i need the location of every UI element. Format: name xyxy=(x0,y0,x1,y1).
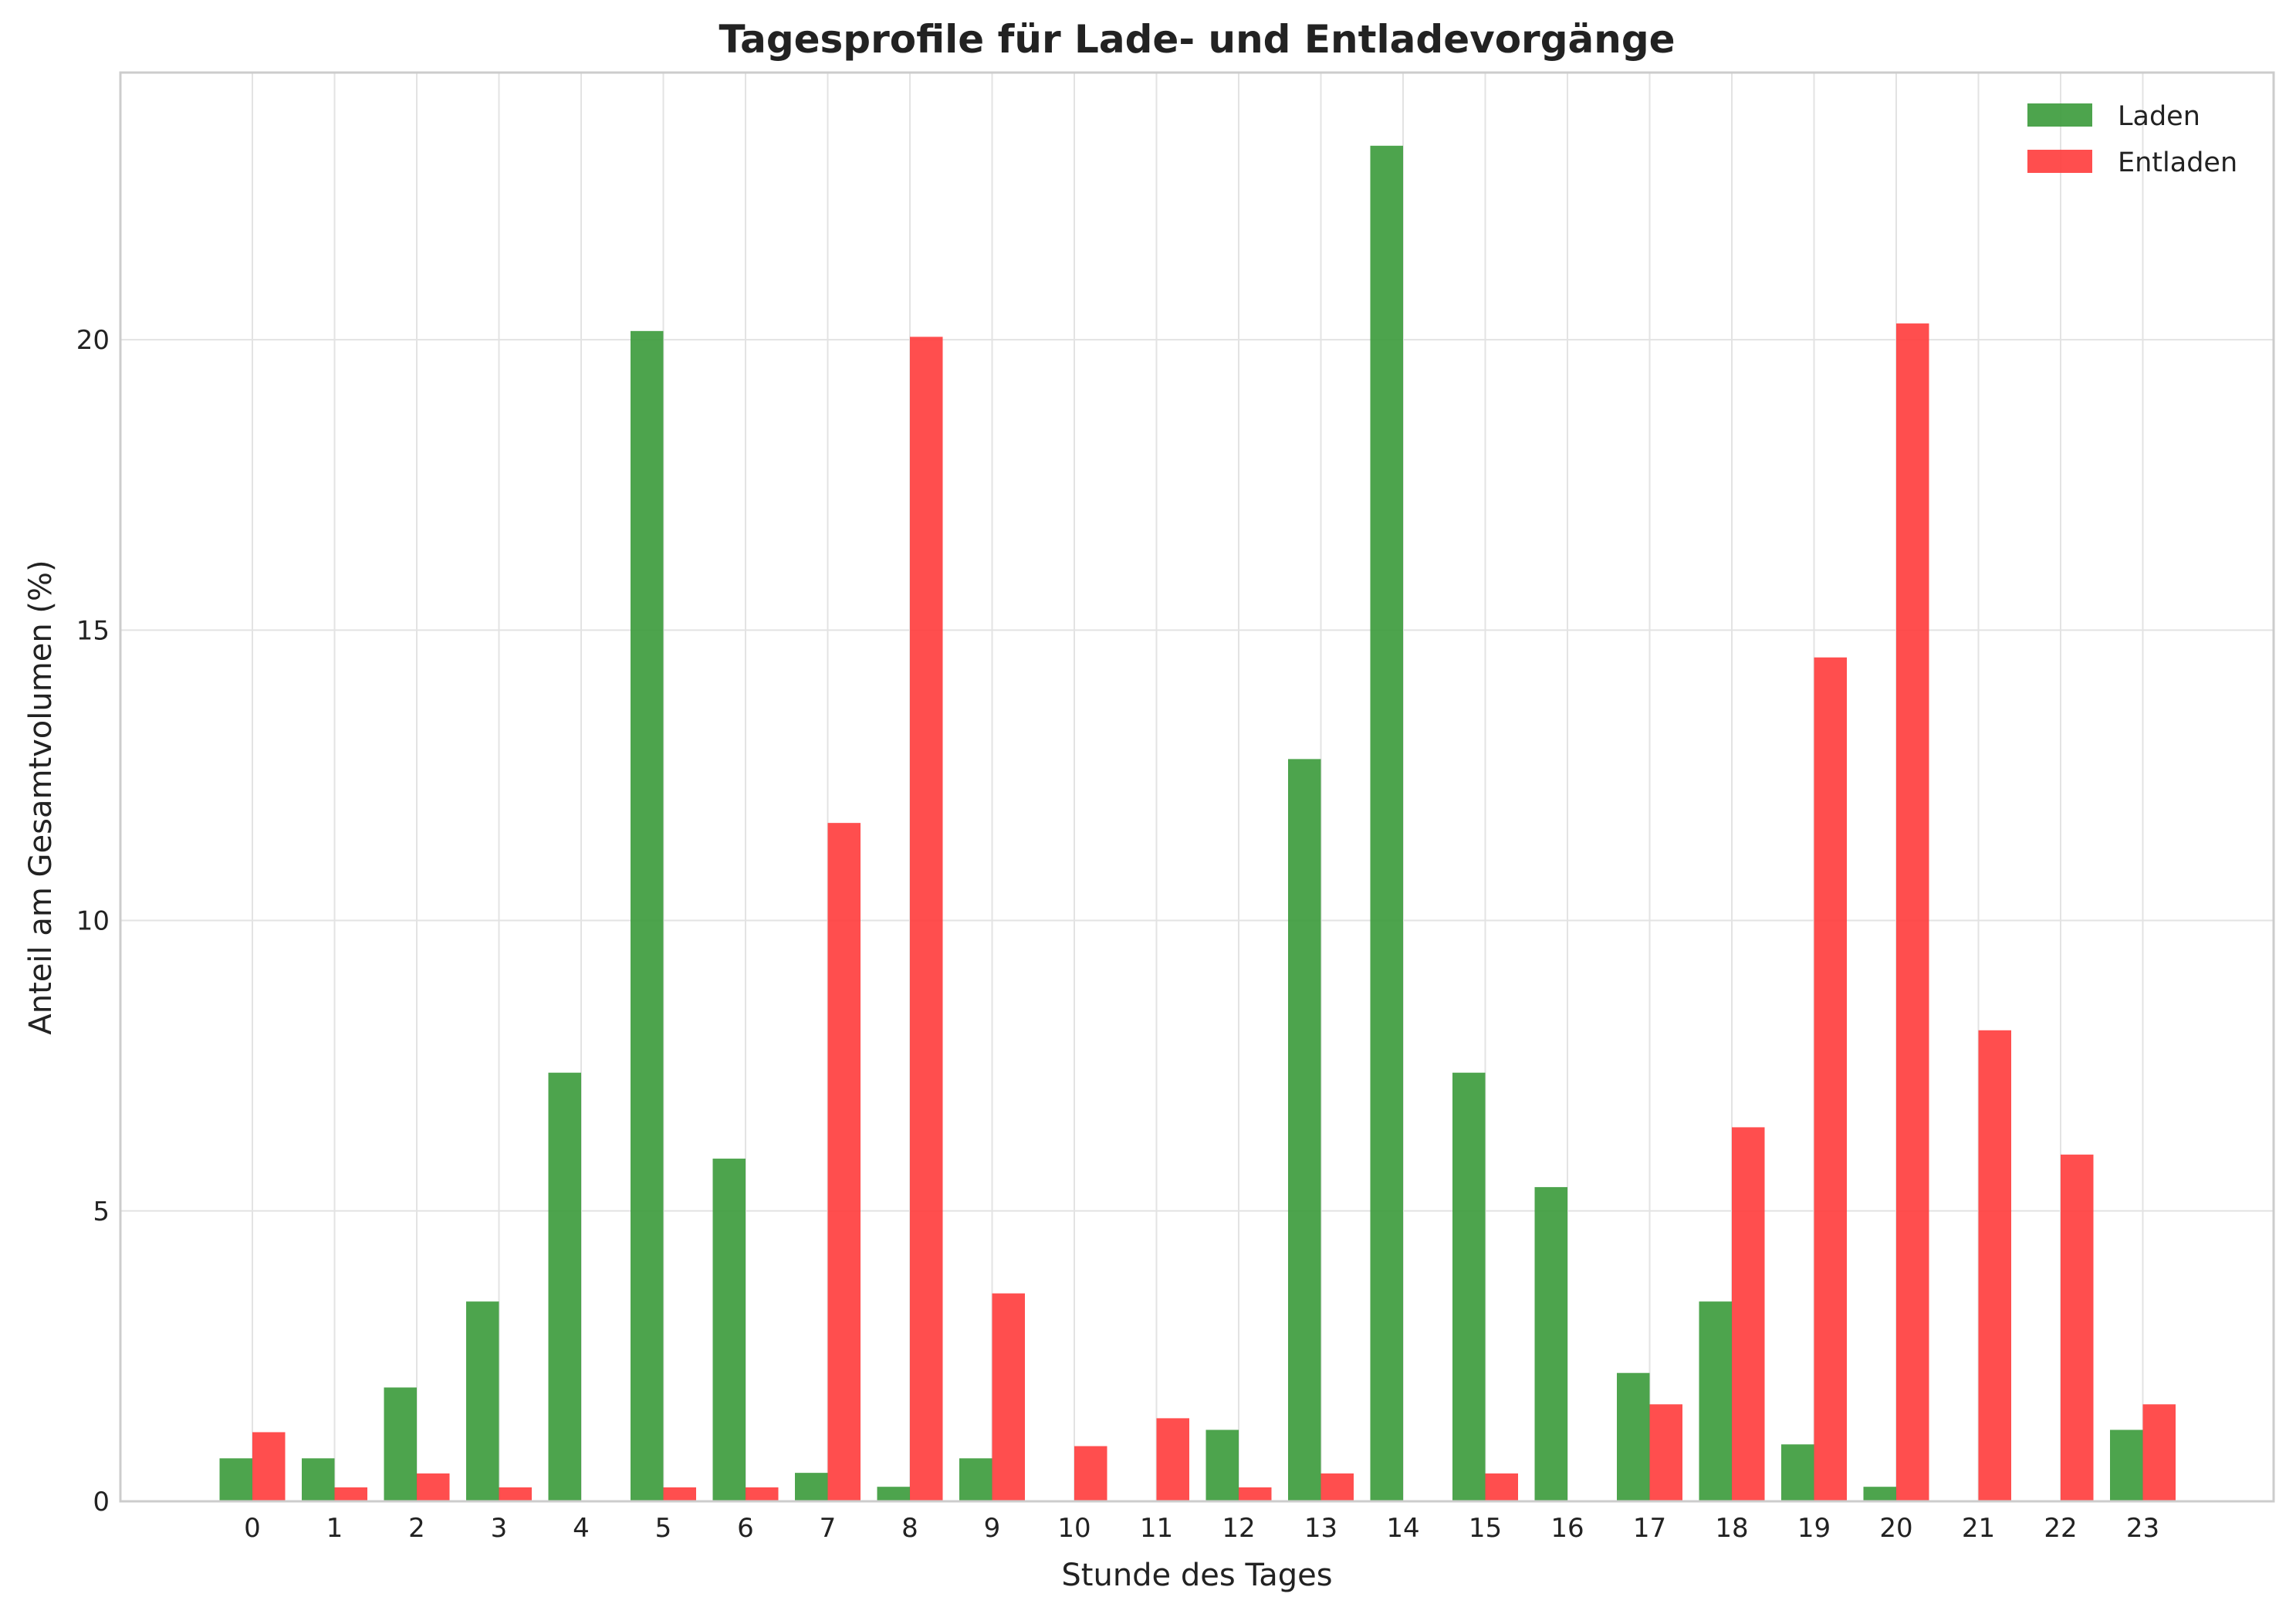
bar-laden-18 xyxy=(1699,1301,1732,1501)
x-tick-label: 2 xyxy=(408,1513,425,1544)
plot-frame xyxy=(119,71,2275,1503)
bar-laden-2 xyxy=(384,1387,417,1501)
x-tick-label: 22 xyxy=(2044,1513,2077,1544)
y-tick-label: 0 xyxy=(93,1487,110,1518)
bar-laden-5 xyxy=(631,330,664,1502)
bar-entladen-12 xyxy=(1239,1487,1272,1501)
bar-entladen-9 xyxy=(992,1293,1025,1501)
x-tick-label: 1 xyxy=(326,1513,343,1544)
x-tick-label: 14 xyxy=(1386,1513,1419,1544)
bars xyxy=(219,145,2176,1502)
chart-title: Tagesprofile für Lade- und Entladevorgän… xyxy=(719,17,1675,62)
bar-laden-3 xyxy=(466,1301,499,1501)
x-tick-label: 19 xyxy=(1797,1513,1831,1544)
bar-laden-0 xyxy=(219,1458,252,1501)
legend-swatch-entladen xyxy=(2027,150,2092,173)
legend: Laden Entladen xyxy=(2027,101,2237,178)
bar-laden-4 xyxy=(548,1072,581,1501)
y-axis-label: Anteil am Gesamtvolumen (%) xyxy=(23,560,59,1034)
x-tick-label: 8 xyxy=(901,1513,918,1544)
bar-laden-7 xyxy=(795,1473,828,1501)
x-tick-label: 9 xyxy=(984,1513,1001,1544)
bar-entladen-20 xyxy=(1896,323,1929,1501)
x-tick-label: 4 xyxy=(573,1513,590,1544)
bar-entladen-6 xyxy=(746,1487,779,1501)
x-tick-label: 6 xyxy=(737,1513,754,1544)
bar-laden-19 xyxy=(1781,1444,1814,1501)
bar-entladen-5 xyxy=(663,1487,696,1501)
x-tick-label: 11 xyxy=(1140,1513,1173,1544)
bar-entladen-7 xyxy=(827,823,861,1501)
bar-laden-17 xyxy=(1617,1372,1650,1501)
x-tick-labels: 0 1 2 3 4 5 6 7 8 9 10 11 12 13 14 15 16 17 18 19 20 21 22 23 xyxy=(244,1513,2159,1544)
bar-laden-9 xyxy=(959,1458,992,1501)
x-tick-label: 15 xyxy=(1469,1513,1502,1544)
x-tick-label: 10 xyxy=(1057,1513,1091,1544)
x-tick-label: 12 xyxy=(1222,1513,1255,1544)
bar-laden-8 xyxy=(877,1487,910,1501)
x-axis-label: Stunde des Tages xyxy=(1061,1558,1332,1593)
x-tick-label: 23 xyxy=(2126,1513,2159,1544)
bar-entladen-21 xyxy=(1978,1030,2011,1501)
bar-laden-14 xyxy=(1370,145,1403,1501)
x-tick-label: 17 xyxy=(1633,1513,1666,1544)
bar-laden-12 xyxy=(1205,1430,1239,1501)
bar-entladen-18 xyxy=(1732,1127,1765,1501)
y-tick-label: 20 xyxy=(76,325,110,356)
x-tick-label: 3 xyxy=(491,1513,508,1544)
bar-entladen-15 xyxy=(1485,1473,1518,1501)
bar-entladen-10 xyxy=(1074,1446,1107,1501)
x-tick-label: 0 xyxy=(244,1513,261,1544)
bar-entladen-13 xyxy=(1320,1473,1354,1501)
x-tick-label: 13 xyxy=(1304,1513,1337,1544)
bar-laden-16 xyxy=(1534,1186,1567,1501)
bar-laden-1 xyxy=(302,1458,335,1501)
bar-laden-20 xyxy=(1863,1487,1896,1501)
y-tick-label: 10 xyxy=(76,906,110,937)
bar-entladen-19 xyxy=(1814,657,1847,1502)
x-tick-label: 16 xyxy=(1550,1513,1584,1544)
bar-entladen-2 xyxy=(417,1473,450,1501)
legend-label-laden: Laden xyxy=(2118,101,2200,132)
bar-laden-23 xyxy=(2110,1430,2143,1501)
bar-entladen-3 xyxy=(499,1487,532,1501)
y-tick-label: 15 xyxy=(76,615,110,646)
bar-laden-13 xyxy=(1288,759,1321,1501)
x-tick-label: 7 xyxy=(820,1513,837,1544)
x-tick-label: 20 xyxy=(1879,1513,1912,1544)
bar-entladen-8 xyxy=(910,337,943,1501)
legend-swatch-laden xyxy=(2027,103,2092,127)
bar-laden-6 xyxy=(712,1159,746,1501)
x-tick-label: 21 xyxy=(1962,1513,1995,1544)
bar-entladen-22 xyxy=(2061,1154,2094,1501)
bar-entladen-17 xyxy=(1649,1404,1682,1501)
x-tick-label: 18 xyxy=(1715,1513,1748,1544)
legend-label-entladen: Entladen xyxy=(2118,147,2237,178)
bar-laden-15 xyxy=(1452,1072,1486,1501)
bar-entladen-0 xyxy=(252,1432,286,1501)
x-tick-label: 5 xyxy=(655,1513,672,1544)
y-tick-labels: 0 5 10 15 20 xyxy=(76,325,110,1518)
bar-entladen-23 xyxy=(2142,1404,2176,1501)
y-tick-label: 5 xyxy=(93,1196,110,1227)
bar-entladen-11 xyxy=(1156,1418,1189,1501)
bar-entladen-1 xyxy=(334,1487,367,1501)
